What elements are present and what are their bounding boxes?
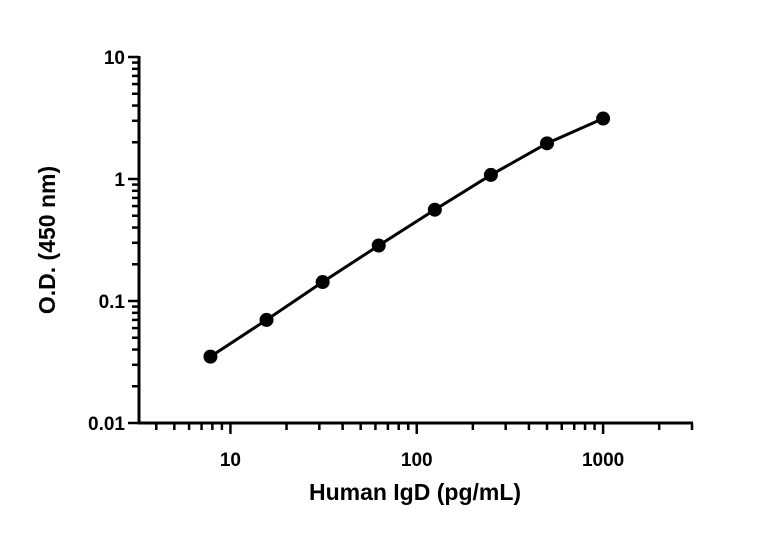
data-point xyxy=(259,312,274,327)
series-line xyxy=(209,117,604,358)
x-tick-label: 1000 xyxy=(582,450,624,471)
y-tick-label: 10 xyxy=(104,48,125,69)
y-axis-label: O.D. (450 nm) xyxy=(34,166,60,314)
series xyxy=(203,111,611,364)
y-tick-label: 1 xyxy=(114,170,125,191)
axes: 10 100 1000 10 1 0.1 0.01 xyxy=(88,48,694,471)
data-point xyxy=(540,136,555,151)
data-point xyxy=(315,275,330,290)
data-point xyxy=(371,238,386,253)
x-tick-label: 10 xyxy=(220,450,241,471)
y-tick-label: 0.1 xyxy=(99,292,126,313)
data-point xyxy=(427,202,442,217)
x-axis-label: Human IgD (pg/mL) xyxy=(309,479,521,505)
y-tick-label: 0.01 xyxy=(88,414,125,435)
data-point xyxy=(596,111,611,126)
data-point xyxy=(483,167,498,182)
x-tick-label: 100 xyxy=(401,450,433,471)
data-point xyxy=(203,349,218,364)
